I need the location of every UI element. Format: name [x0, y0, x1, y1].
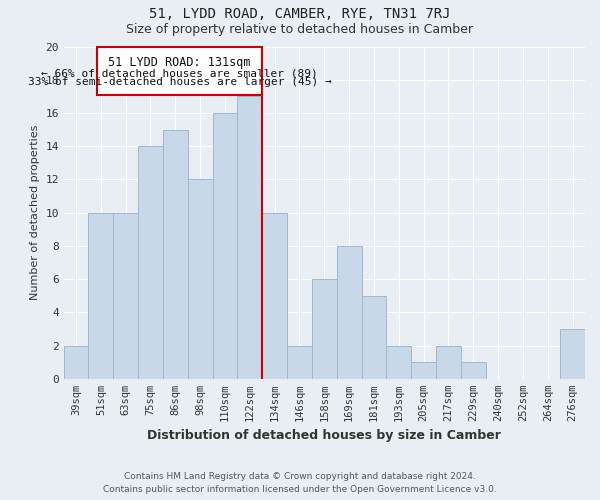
- Bar: [238, 96, 262, 379]
- Bar: [97, 46, 262, 94]
- Text: Size of property relative to detached houses in Camber: Size of property relative to detached ho…: [127, 24, 473, 36]
- Bar: [287, 346, 312, 379]
- Bar: [461, 362, 485, 379]
- Text: 51, LYDD ROAD, CAMBER, RYE, TN31 7RJ: 51, LYDD ROAD, CAMBER, RYE, TN31 7RJ: [149, 8, 451, 22]
- Bar: [362, 296, 386, 379]
- Bar: [560, 329, 585, 379]
- Text: ← 66% of detached houses are smaller (89): ← 66% of detached houses are smaller (89…: [41, 68, 318, 78]
- Bar: [262, 212, 287, 379]
- Bar: [436, 346, 461, 379]
- Bar: [411, 362, 436, 379]
- Bar: [386, 346, 411, 379]
- Y-axis label: Number of detached properties: Number of detached properties: [29, 125, 40, 300]
- Text: 33% of semi-detached houses are larger (45) →: 33% of semi-detached houses are larger (…: [28, 77, 331, 87]
- Text: Contains HM Land Registry data © Crown copyright and database right 2024.
Contai: Contains HM Land Registry data © Crown c…: [103, 472, 497, 494]
- X-axis label: Distribution of detached houses by size in Camber: Distribution of detached houses by size …: [148, 430, 501, 442]
- Bar: [64, 346, 88, 379]
- Bar: [163, 130, 188, 379]
- Bar: [188, 180, 212, 379]
- Bar: [212, 113, 238, 379]
- Bar: [337, 246, 362, 379]
- Bar: [138, 146, 163, 379]
- Bar: [312, 279, 337, 379]
- Bar: [113, 212, 138, 379]
- Bar: [88, 212, 113, 379]
- Text: 51 LYDD ROAD: 131sqm: 51 LYDD ROAD: 131sqm: [108, 56, 251, 68]
